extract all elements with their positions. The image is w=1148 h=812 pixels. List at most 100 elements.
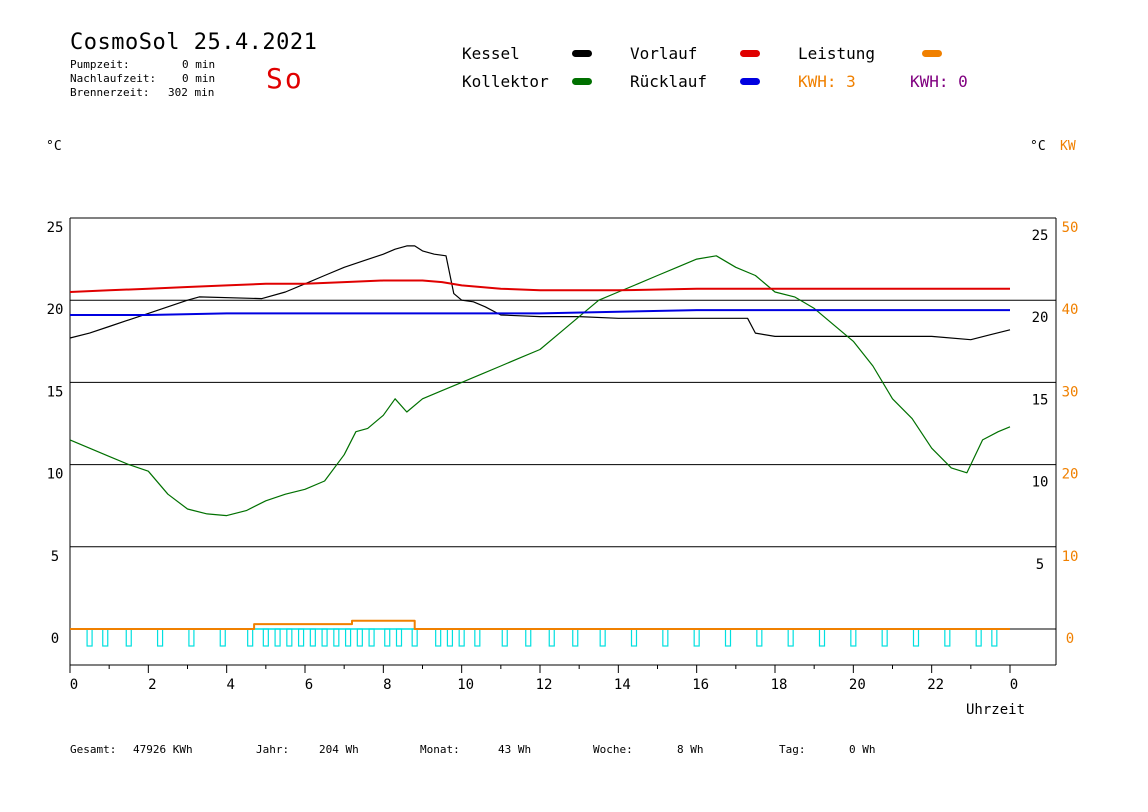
- pump-pulse: [356, 628, 363, 647]
- nachlauf-time-value: 0 min: [182, 72, 216, 85]
- legend-ruecklauf-label: Rücklauf: [630, 72, 708, 91]
- x-tick-label: 6: [305, 677, 313, 693]
- legend-kwh-secondary: KWH: 0: [910, 72, 968, 91]
- pump-pulse: [435, 628, 442, 647]
- footer-woche-value: 8 Wh: [677, 743, 704, 756]
- x-tick-label: 4: [226, 677, 234, 693]
- footer-gesamt-label: Gesamt:: [70, 743, 117, 756]
- pump-pulse: [333, 628, 340, 647]
- pump-pulse: [525, 628, 532, 647]
- footer-tag-value: 0 Wh: [849, 743, 876, 756]
- series-kessel-line: [69, 245, 1011, 341]
- x-tick-label: 20: [849, 677, 866, 693]
- series-leistung-line: [70, 619, 1010, 630]
- legend-kessel-swatch: [572, 50, 592, 57]
- legend-ruecklauf-swatch: [740, 78, 760, 85]
- y-right-kw-tick-label: 30: [1062, 384, 1079, 400]
- pump-pulse: [881, 628, 888, 647]
- pump-pulse: [944, 628, 951, 647]
- y-right-tick-label: 5: [1036, 557, 1044, 573]
- y-left-tick-label: 20: [47, 302, 64, 318]
- pump-pulse: [458, 628, 465, 647]
- footer-monat-value: 43 Wh: [498, 743, 532, 756]
- pump-pulse: [384, 628, 391, 647]
- legend-kwh-leistung: KWH: 3: [798, 72, 856, 91]
- pump-pulse: [630, 628, 638, 647]
- x-tick-label: 0: [70, 677, 78, 693]
- pump-pulse: [368, 628, 375, 647]
- series-kollektor-line: [69, 255, 1011, 517]
- footer-jahr-value: 204 Wh: [319, 743, 359, 756]
- pump-pulse: [850, 628, 857, 647]
- pump-pulse: [756, 628, 763, 647]
- weekday-label: So: [266, 62, 304, 95]
- legend-kollektor-swatch: [572, 78, 592, 85]
- pump-pulse: [474, 628, 481, 647]
- right-axis-unit-celsius: °C: [1030, 139, 1046, 154]
- brenner-time-label: Brennerzeit:: [70, 86, 150, 99]
- x-tick-label: 16: [692, 677, 709, 693]
- y-left-tick-label: 25: [47, 220, 64, 236]
- pump-pulse: [599, 628, 606, 647]
- legend-vorlauf-label: Vorlauf: [630, 44, 698, 63]
- y-right-tick-label: 25: [1032, 228, 1049, 244]
- pump-pulse: [975, 628, 982, 647]
- pump-pulse: [274, 628, 281, 647]
- footer-gesamt-value: 47926 KWh: [133, 743, 193, 756]
- y-right-kw-tick-label: 50: [1062, 220, 1079, 236]
- pump-pulse: [787, 628, 794, 647]
- y-left-tick-label: 0: [51, 631, 59, 647]
- legend-vorlauf-swatch: [740, 50, 760, 57]
- y-right-kw-tick-label: 0: [1066, 631, 1074, 647]
- pump-pulse: [297, 628, 305, 647]
- pump-pulse: [321, 628, 328, 647]
- x-tick-label: 12: [536, 677, 553, 693]
- pump-pulse: [286, 628, 293, 647]
- pump-pulse: [395, 628, 403, 647]
- pump-time-value: 0 min: [182, 58, 216, 71]
- pump-pulse: [156, 628, 164, 647]
- x-tick-label: 8: [383, 677, 391, 693]
- left-axis-unit: °C: [46, 139, 62, 154]
- page-title: CosmoSol 25.4.2021: [70, 30, 318, 55]
- nachlauf-time-label: Nachlaufzeit:: [70, 72, 157, 85]
- legend-kessel-label: Kessel: [462, 44, 520, 63]
- footer-tag-label: Tag:: [779, 743, 806, 756]
- y-left-tick-label: 10: [47, 467, 64, 483]
- pump-pulse: [309, 628, 316, 647]
- x-tick-label: 0: [1010, 677, 1018, 693]
- y-right-tick-label: 10: [1032, 475, 1049, 491]
- y-left-tick-label: 15: [47, 384, 64, 400]
- series-rcklauf-line: [70, 309, 1010, 316]
- footer-monat-label: Monat:: [420, 743, 460, 756]
- legend-leistung-swatch: [922, 50, 942, 57]
- y-right-tick-label: 20: [1032, 310, 1049, 326]
- y-right-kw-tick-label: 10: [1062, 549, 1079, 565]
- x-tick-label: 10: [457, 677, 474, 693]
- pump-pulse: [724, 628, 732, 647]
- pump-pulse: [446, 628, 454, 647]
- pump-pulse: [125, 628, 132, 647]
- legend-kollektor-label: Kollektor: [462, 72, 549, 91]
- y-right-kw-tick-label: 40: [1062, 302, 1079, 318]
- y-left-tick-label: 5: [51, 549, 59, 565]
- pump-pulse: [188, 628, 195, 647]
- series-vorlauf-line: [69, 279, 1010, 293]
- pump-pulse: [411, 628, 418, 647]
- pump-pulse: [693, 628, 700, 647]
- pump-pulse: [912, 628, 920, 647]
- legend-leistung-label: Leistung: [798, 44, 876, 63]
- right-axis-unit-kw: KW: [1060, 139, 1076, 154]
- pump-time-label: Pumpzeit:: [70, 58, 130, 71]
- y-right-kw-tick-label: 20: [1062, 467, 1079, 483]
- x-axis-label: Uhrzeit: [966, 702, 1026, 718]
- x-tick-label: 18: [771, 677, 788, 693]
- pump-pulse: [247, 628, 254, 647]
- pump-pulse: [548, 628, 555, 647]
- pump-pulse: [262, 628, 269, 647]
- x-tick-label: 2: [148, 677, 156, 693]
- pump-pulse: [991, 628, 998, 647]
- x-tick-label: 14: [614, 677, 631, 693]
- brenner-time-value: 302 min: [168, 86, 215, 99]
